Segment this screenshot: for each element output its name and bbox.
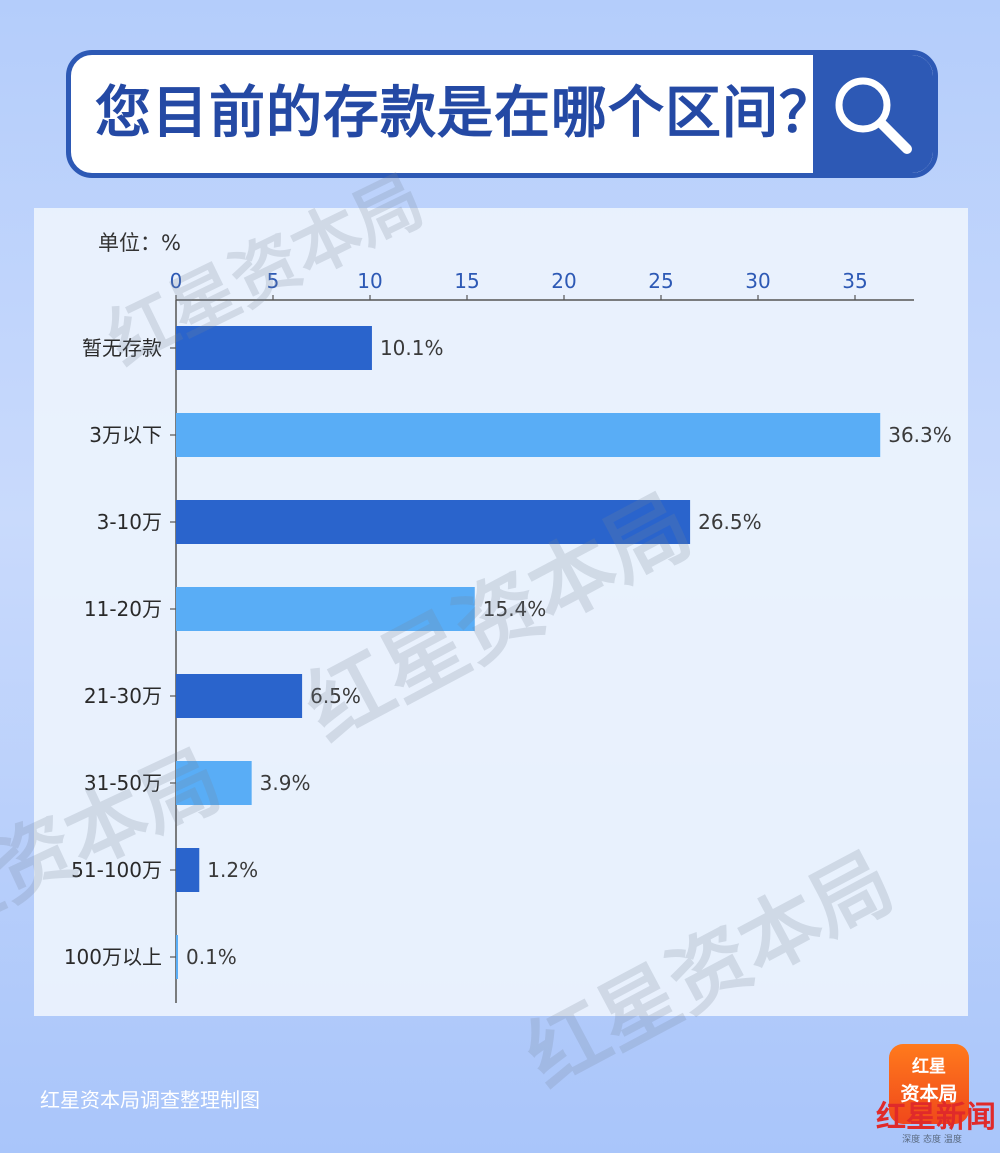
value-label: 6.5%	[310, 684, 361, 708]
unit-label: 单位：%	[98, 231, 181, 255]
value-label: 26.5%	[698, 510, 762, 534]
bar	[176, 935, 178, 979]
x-tick-label: 35	[842, 269, 867, 293]
value-label: 36.3%	[888, 423, 952, 447]
category-label: 3万以下	[89, 423, 162, 447]
logo-top-text: 红星	[889, 1052, 969, 1077]
x-tick-label: 30	[745, 269, 770, 293]
bar	[176, 500, 690, 544]
x-tick-label: 20	[551, 269, 576, 293]
x-tick-label: 5	[267, 269, 280, 293]
bar	[176, 761, 252, 805]
category-label: 51-100万	[71, 858, 162, 882]
bar	[176, 413, 880, 457]
category-label: 11-20万	[84, 597, 162, 621]
category-label: 21-30万	[84, 684, 162, 708]
bar	[176, 674, 302, 718]
x-tick-label: 10	[357, 269, 382, 293]
chart-panel: 单位：% 0 5 10 15 20 25 30 35 暂无存款 10.1% 3万以下 36.3% 3-10…	[34, 208, 968, 1016]
search-icon-block	[813, 55, 933, 173]
x-tick-label: 0	[170, 269, 183, 293]
value-label: 3.9%	[260, 771, 311, 795]
footer-credit: 红星资本局调查整理制图	[40, 1084, 260, 1113]
bar	[176, 848, 199, 892]
value-label: 1.2%	[207, 858, 258, 882]
bar	[176, 326, 372, 370]
value-label: 10.1%	[380, 336, 444, 360]
search-icon	[827, 69, 919, 161]
x-tick-label: 15	[454, 269, 479, 293]
bar-chart: 单位：% 0 5 10 15 20 25 30 35 暂无存款 10.1% 3万以下 36.3% 3-10…	[34, 208, 968, 1016]
title-box: 您目前的存款是在哪个区间？	[66, 50, 938, 178]
category-label: 100万以上	[64, 945, 162, 969]
category-label: 31-50万	[84, 771, 162, 795]
logo-slogan: 深度 态度 温度	[870, 1132, 994, 1145]
category-label: 暂无存款	[82, 336, 162, 360]
x-tick-label: 25	[648, 269, 673, 293]
value-label: 15.4%	[483, 597, 547, 621]
chart-title: 您目前的存款是在哪个区间？	[95, 55, 836, 173]
logo-brand-text: 红星新闻	[876, 1092, 996, 1136]
category-label: 3-10万	[97, 510, 162, 534]
bar	[176, 587, 475, 631]
value-label: 0.1%	[186, 945, 237, 969]
